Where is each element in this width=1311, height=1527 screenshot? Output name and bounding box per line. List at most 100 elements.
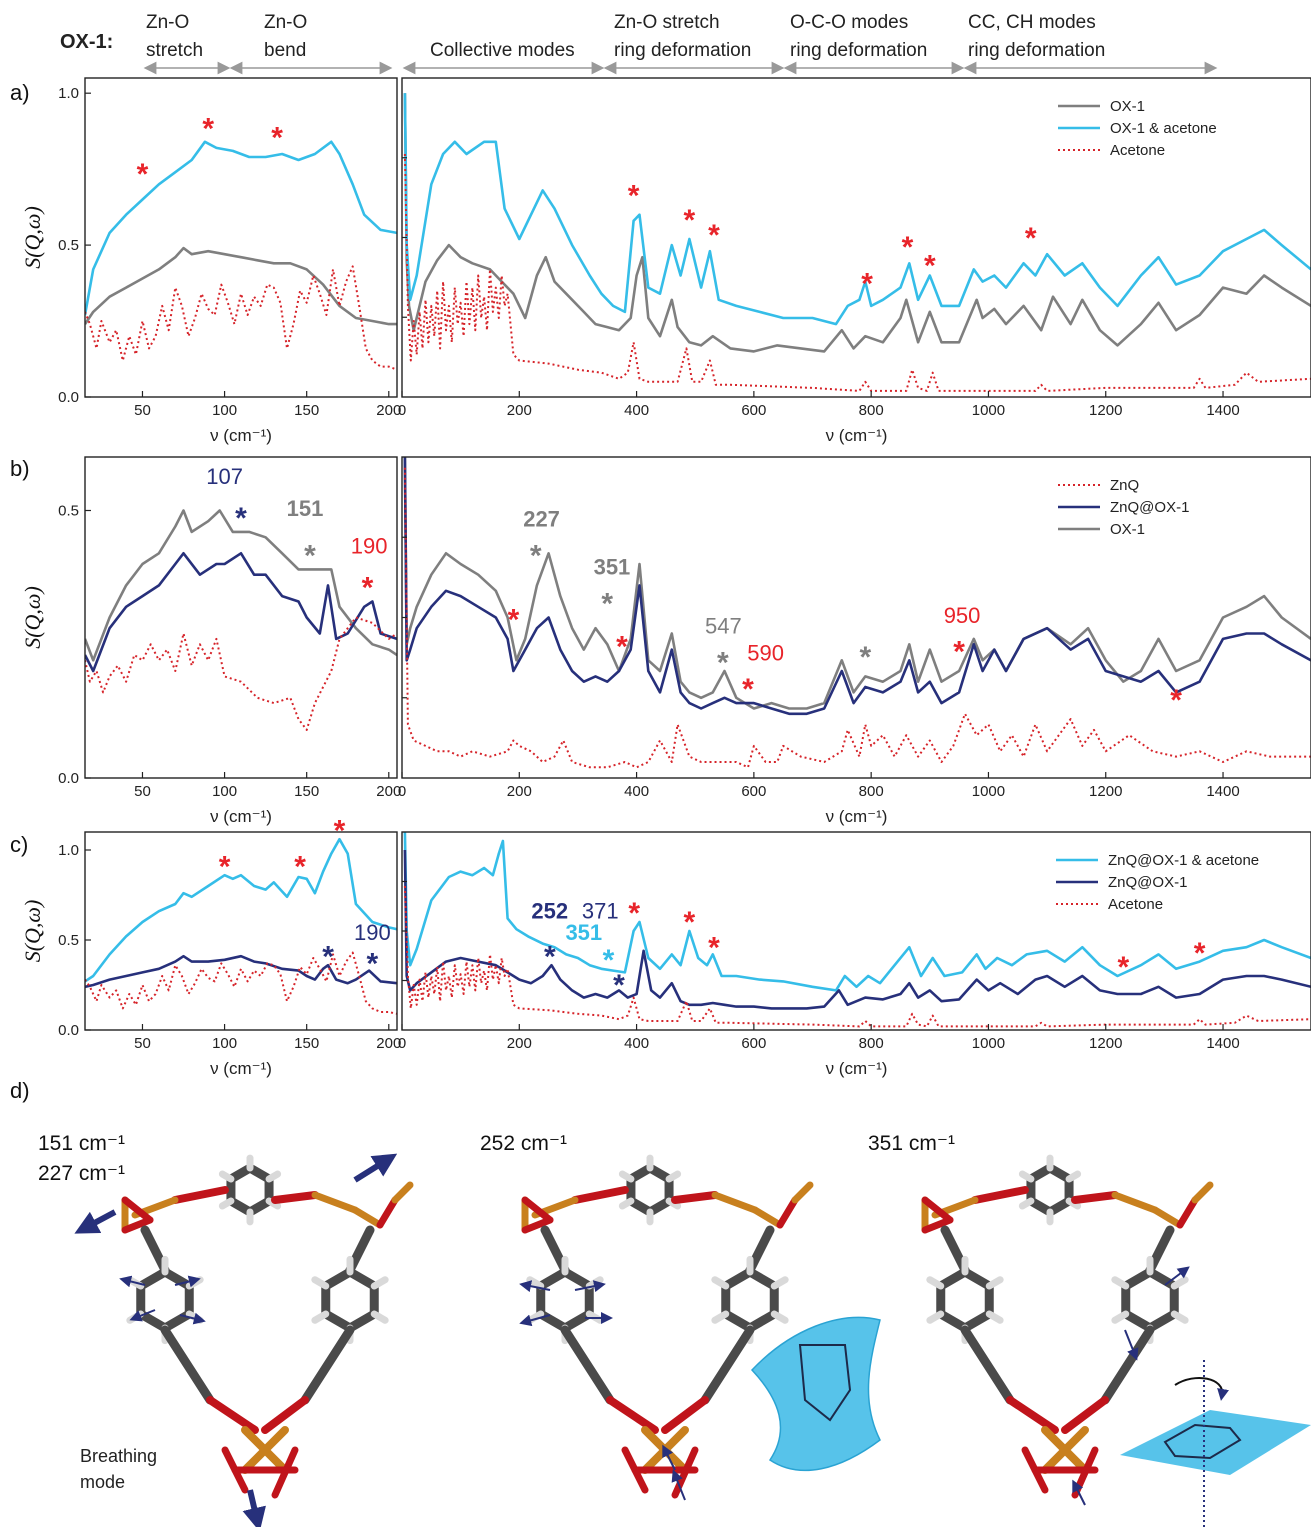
- bond: [351, 1206, 384, 1229]
- peak-star: *: [294, 850, 306, 883]
- peak-star: *: [367, 948, 379, 981]
- bond: [1121, 1309, 1155, 1333]
- series-line-ox-1-acetone: [85, 140, 397, 316]
- chart-c_right: 0 200 400 600 800 1000 1200 1400 ν (cm⁻¹) ZnQ@OX-…: [398, 831, 1311, 1078]
- peak-star: *: [219, 850, 231, 883]
- peak-star: *: [628, 179, 640, 212]
- y-tick-label: 0.5: [58, 932, 79, 949]
- x-tick-label: 1400: [1206, 1035, 1239, 1052]
- peak-label: 950: [944, 603, 981, 628]
- x-tick-label: 1000: [972, 783, 1005, 800]
- peak-label: 547: [705, 614, 742, 639]
- displacement-arrow: [174, 1275, 201, 1288]
- bond: [926, 1276, 945, 1290]
- peak-star: *: [137, 158, 149, 191]
- bond: [526, 1276, 545, 1290]
- peak-star: *: [684, 906, 696, 939]
- peak-star: *: [708, 931, 720, 964]
- peak-label: 252: [531, 898, 568, 923]
- breathing-label-2: mode: [80, 1472, 125, 1492]
- bond: [1111, 1191, 1159, 1214]
- bond: [711, 1310, 730, 1324]
- legend-label: OX-1 & acetone: [1110, 120, 1217, 137]
- peak-label: 590: [747, 640, 784, 665]
- mode-header-text: CC, CH modes: [968, 12, 1096, 33]
- mode-header-text: bend: [264, 40, 306, 61]
- mode-header-text: Zn-O: [264, 12, 307, 33]
- mode-label-151: 151 cm⁻¹: [38, 1132, 125, 1155]
- ring-outline: [798, 1344, 852, 1422]
- peak-star: *: [953, 636, 965, 669]
- x-tick-label: 400: [624, 402, 649, 419]
- peak-star: *: [235, 502, 247, 535]
- bond: [1100, 1325, 1155, 1405]
- peak-star: *: [708, 219, 720, 252]
- chart-a_left: 50 100 150 200 0.0 0.5 1.0 ν (cm⁻¹) S(Q,ω) a) * * *: [10, 77, 401, 445]
- displacement-arrow: [1164, 1266, 1190, 1286]
- bond: [1061, 1396, 1109, 1434]
- x-tick-label: 200: [507, 402, 532, 419]
- bond: [1121, 1267, 1155, 1291]
- bond: [1111, 1276, 1130, 1290]
- peak-label: 371: [582, 898, 619, 923]
- breathing-label-1: Breathing: [80, 1446, 157, 1466]
- bond: [1191, 1181, 1214, 1204]
- peak-label: 107: [206, 464, 243, 489]
- bond: [1170, 1276, 1189, 1290]
- series-line-znq: [403, 467, 1311, 769]
- bond: [985, 1310, 1004, 1324]
- y-tick-label: 0.0: [58, 389, 79, 406]
- displacement-arrow: [1072, 1479, 1086, 1506]
- bond: [321, 1309, 355, 1333]
- bond: [1176, 1196, 1199, 1229]
- peak-star: *: [601, 587, 613, 620]
- displacement-arrow: [1124, 1329, 1139, 1361]
- legend-label: ZnQ: [1110, 477, 1139, 494]
- ring-plane: [1120, 1410, 1311, 1475]
- bond: [571, 1186, 629, 1204]
- displacement-arrow: [519, 1314, 551, 1327]
- x-tick-label: 600: [741, 402, 766, 419]
- bond: [1041, 1426, 1089, 1474]
- series-line-ox-1: [85, 246, 397, 326]
- series-line-znq-ox-1: [403, 457, 1311, 716]
- bond: [160, 1325, 215, 1405]
- bond: [376, 1196, 399, 1229]
- peak-star: *: [530, 539, 542, 572]
- x-tick-label: 800: [859, 402, 884, 419]
- bond: [521, 1196, 554, 1224]
- bond: [560, 1267, 594, 1291]
- series-line-znq-ox-1: [85, 552, 397, 673]
- bond: [1170, 1310, 1189, 1324]
- series-line-znq: [85, 616, 397, 731]
- mode-label-227: 227 cm⁻¹: [38, 1162, 125, 1185]
- bond: [1151, 1206, 1184, 1229]
- x-tick-label: 600: [741, 783, 766, 800]
- bond: [971, 1186, 1029, 1204]
- peak-star: *: [717, 646, 729, 679]
- x-tick-label: 200: [376, 1035, 401, 1052]
- bond: [791, 1181, 814, 1204]
- bond: [618, 1197, 635, 1210]
- peak-label: 351: [594, 555, 631, 580]
- bond: [921, 1196, 954, 1224]
- figure-label: OX-1:: [60, 31, 113, 53]
- x-tick-label: 1000: [972, 402, 1005, 419]
- mode-header-text: O-C-O modes: [790, 12, 908, 33]
- x-tick-label: 50: [134, 1035, 151, 1052]
- series-line-ox-1-acetone: [403, 93, 1311, 326]
- peak-star: *: [603, 944, 615, 977]
- bond: [960, 1267, 994, 1291]
- peak-star: *: [613, 969, 625, 1002]
- bond: [560, 1325, 615, 1405]
- bond: [770, 1310, 789, 1324]
- x-tick-label: 0: [398, 1035, 406, 1052]
- legend-label: OX-1: [1110, 98, 1145, 115]
- bond: [1111, 1310, 1130, 1324]
- bond: [606, 1396, 659, 1434]
- peak-star: *: [684, 204, 696, 237]
- displacement-arrow: [574, 1280, 606, 1293]
- bond: [665, 1170, 682, 1183]
- bond: [391, 1181, 414, 1204]
